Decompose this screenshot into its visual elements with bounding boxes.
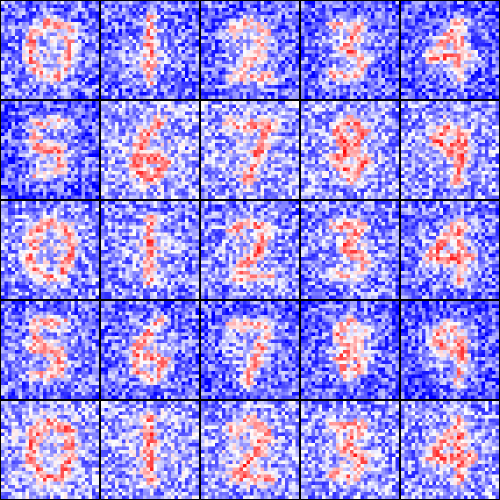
heatmap-panel <box>1 201 99 299</box>
heatmap-canvas <box>301 401 399 499</box>
heatmap-panel <box>101 201 199 299</box>
heatmap-panel <box>201 301 299 399</box>
heatmap-canvas <box>201 1 299 99</box>
heatmap-canvas <box>101 201 199 299</box>
heatmap-panel <box>1 301 99 399</box>
heatmap-panel <box>1 401 99 499</box>
heatmap-canvas <box>201 201 299 299</box>
heatmap-panel <box>301 201 399 299</box>
heatmap-panel <box>1 101 99 199</box>
heatmap-panel <box>101 401 199 499</box>
heatmap-canvas <box>101 1 199 99</box>
heatmap-panel <box>401 401 499 499</box>
heatmap-panel <box>101 301 199 399</box>
heatmap-panel <box>201 401 299 499</box>
heatmap-canvas <box>1 201 99 299</box>
heatmap-panel <box>401 1 499 99</box>
heatmap-panel <box>201 101 299 199</box>
heatmap-canvas <box>1 301 99 399</box>
heatmap-panel <box>301 101 399 199</box>
heatmap-panel <box>301 301 399 399</box>
heatmap-canvas <box>201 401 299 499</box>
heatmap-canvas <box>401 201 499 299</box>
heatmap-canvas <box>301 201 399 299</box>
heatmap-canvas <box>301 101 399 199</box>
heatmap-panel <box>401 101 499 199</box>
heatmap-canvas <box>401 101 499 199</box>
heatmap-canvas <box>301 301 399 399</box>
heatmap-panel <box>301 1 399 99</box>
heatmap-panel <box>301 401 399 499</box>
heatmap-canvas <box>1 401 99 499</box>
heatmap-canvas <box>401 301 499 399</box>
heatmap-panel <box>201 201 299 299</box>
heatmap-canvas <box>101 101 199 199</box>
heatmap-canvas <box>201 301 299 399</box>
heatmap-canvas <box>201 101 299 199</box>
heatmap-panel <box>101 1 199 99</box>
heatmap-canvas <box>1 1 99 99</box>
heatmap-panel <box>1 1 99 99</box>
heatmap-canvas <box>101 301 199 399</box>
heatmap-canvas <box>401 1 499 99</box>
heatmap-panel <box>201 1 299 99</box>
heatmap-panel <box>401 201 499 299</box>
heatmap-panel <box>401 301 499 399</box>
heatmap-canvas <box>401 401 499 499</box>
heatmap-canvas <box>301 1 399 99</box>
heatmap-canvas <box>101 401 199 499</box>
heatmap-canvas <box>1 101 99 199</box>
heatmap-panel <box>101 101 199 199</box>
